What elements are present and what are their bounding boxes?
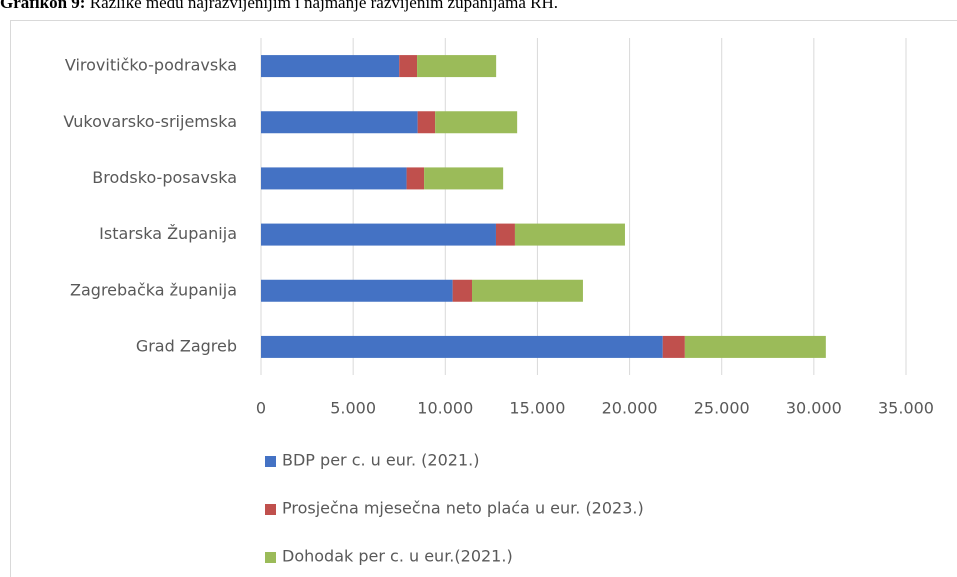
x-tick-label: 5.000 (330, 399, 376, 418)
bar-segment (424, 167, 504, 190)
x-tick-label: 10.000 (417, 399, 473, 418)
bar-segment (261, 111, 418, 134)
bar-segment (435, 111, 518, 134)
legend-swatch (265, 504, 276, 515)
legend-label: BDP per c. u eur. (2021.) (282, 451, 479, 470)
legend-swatch (265, 456, 276, 467)
legend-swatch (265, 552, 276, 563)
x-tick-label: 15.000 (509, 399, 565, 418)
bar-segment (399, 55, 418, 78)
legend-label: Dohodak per c. u eur.(2021.) (282, 547, 513, 566)
y-tick-label: Brodsko-posavska (92, 168, 237, 187)
bar-segment (406, 167, 425, 190)
title-text: Razlike među najrazvijenijim i najmanje … (90, 0, 558, 12)
chart-title: Grafikon 9: Razlike među najrazvijenijim… (0, 0, 558, 12)
bar-segment (261, 335, 663, 358)
bar-segment (261, 279, 453, 302)
x-tick-label: 20.000 (602, 399, 658, 418)
x-tick-label: 25.000 (694, 399, 750, 418)
bar-segment (417, 111, 436, 134)
bar-segment (472, 279, 583, 302)
bar-segment (684, 335, 826, 358)
bar-segment (662, 335, 685, 358)
y-tick-label: Istarska Županija (99, 224, 237, 243)
y-tick-label: Grad Zagreb (136, 336, 237, 355)
title-label: Grafikon 9: (0, 0, 85, 12)
bar-segment (417, 55, 497, 78)
y-tick-label: Virovitičko-podravska (65, 56, 237, 75)
bar-segment (261, 55, 400, 78)
y-tick-label: Zagrebačka županija (70, 280, 237, 299)
bar-segment (495, 223, 515, 246)
y-tick-label: Vukovarsko-srijemska (63, 112, 237, 131)
x-tick-label: 35.000 (878, 399, 934, 418)
x-tick-label: 0 (256, 399, 266, 418)
bar-segment (452, 279, 473, 302)
chart-frame (10, 20, 957, 577)
bar-segment (514, 223, 625, 246)
bar-segment (261, 223, 496, 246)
legend-label: Prosječna mjesečna neto plaća u eur. (20… (282, 499, 644, 518)
x-tick-label: 30.000 (786, 399, 842, 418)
bar-segment (261, 167, 407, 190)
